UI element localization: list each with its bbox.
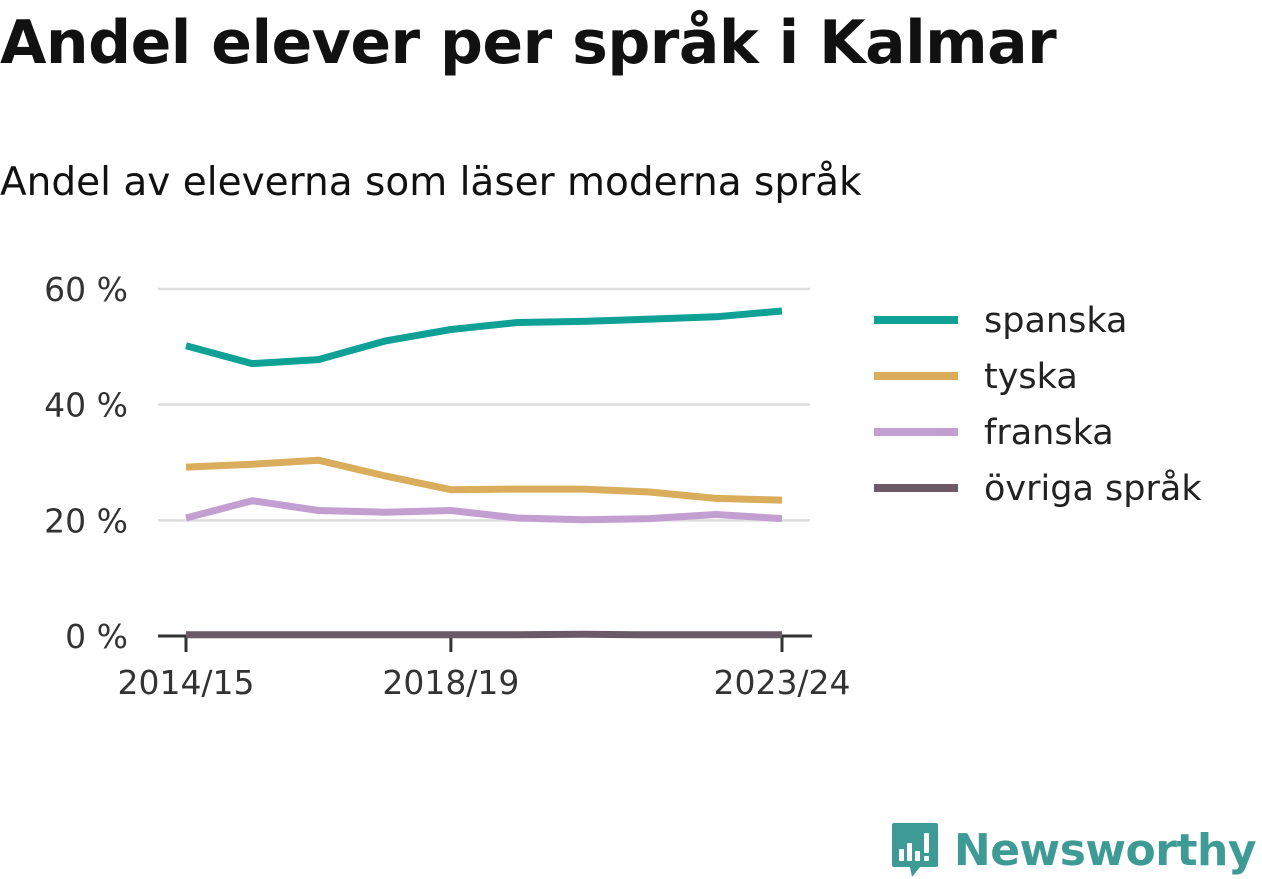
- newsworthy-logo-icon: [891, 823, 938, 877]
- series-line: [186, 630, 782, 639]
- series-lines: [185, 307, 783, 639]
- y-tick-label: 40 %: [44, 386, 128, 425]
- brand-logo: Newsworthy: [890, 821, 1257, 879]
- legend-label: tyska: [984, 357, 1078, 397]
- y-tick-label: 0 %: [65, 617, 128, 656]
- x-tick-label: 2023/24: [713, 663, 850, 702]
- y-tick-label: 60 %: [44, 270, 128, 309]
- legend-label: övriga språk: [984, 468, 1202, 509]
- y-axis: 0 % 20 % 40 % 60 %: [44, 270, 128, 656]
- gridlines: [158, 287, 810, 522]
- legend-label: franska: [984, 413, 1114, 453]
- series-line: [185, 307, 783, 368]
- legend: spanska tyska franska övriga språk: [874, 301, 1202, 509]
- chart-title: Andel elever per språk i Kalmar: [0, 8, 1057, 78]
- x-tick-label: 2018/19: [382, 663, 519, 702]
- x-axis: 2014/15 2018/19 2023/24: [117, 634, 851, 702]
- series-line: [185, 456, 783, 504]
- brand-name: Newsworthy: [953, 824, 1257, 876]
- x-tick-label: 2014/15: [117, 663, 254, 702]
- chart-subtitle: Andel av eleverna som läser moderna språ…: [0, 160, 862, 205]
- series-line: [185, 497, 783, 524]
- y-tick-label: 20 %: [44, 501, 128, 540]
- legend-label: spanska: [984, 301, 1127, 341]
